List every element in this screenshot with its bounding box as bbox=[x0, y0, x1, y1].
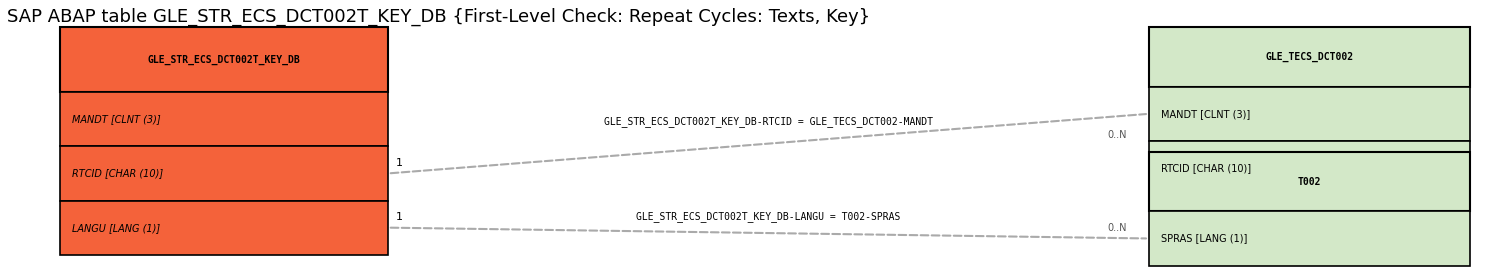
Text: 0..N: 0..N bbox=[1107, 223, 1126, 233]
Text: LANGU [LANG (1)]: LANGU [LANG (1)] bbox=[72, 223, 160, 233]
Text: 0..N: 0..N bbox=[1107, 131, 1126, 140]
Text: SAP ABAP table GLE_STR_ECS_DCT002T_KEY_DB {First-Level Check: Repeat Cycles: Tex: SAP ABAP table GLE_STR_ECS_DCT002T_KEY_D… bbox=[7, 8, 871, 26]
Text: GLE_STR_ECS_DCT002T_KEY_DB-LANGU = T002-SPRAS: GLE_STR_ECS_DCT002T_KEY_DB-LANGU = T002-… bbox=[636, 211, 901, 222]
Text: GLE_TECS_DCT002: GLE_TECS_DCT002 bbox=[1265, 52, 1353, 62]
Text: MANDT [CLNT (3)]: MANDT [CLNT (3)] bbox=[72, 114, 160, 124]
Bar bbox=[60, 201, 388, 255]
Text: GLE_STR_ECS_DCT002T_KEY_DB-RTCID = GLE_TECS_DCT002-MANDT: GLE_STR_ECS_DCT002T_KEY_DB-RTCID = GLE_T… bbox=[604, 117, 932, 127]
Bar bbox=[1149, 211, 1470, 266]
Text: 1: 1 bbox=[395, 212, 403, 222]
Bar bbox=[1149, 27, 1470, 87]
Text: MANDT [CLNT (3)]: MANDT [CLNT (3)] bbox=[1161, 109, 1250, 119]
Text: 1: 1 bbox=[395, 158, 403, 167]
Text: GLE_STR_ECS_DCT002T_KEY_DB: GLE_STR_ECS_DCT002T_KEY_DB bbox=[148, 54, 300, 65]
Bar bbox=[1149, 87, 1470, 141]
Text: RTCID [CHAR (10)]: RTCID [CHAR (10)] bbox=[72, 169, 163, 178]
Bar bbox=[60, 146, 388, 201]
Text: T002: T002 bbox=[1298, 177, 1320, 186]
Text: RTCID [CHAR (10)]: RTCID [CHAR (10)] bbox=[1161, 163, 1250, 173]
Bar bbox=[1149, 152, 1470, 211]
Bar bbox=[1149, 141, 1470, 195]
Text: SPRAS [LANG (1)]: SPRAS [LANG (1)] bbox=[1161, 234, 1247, 243]
Bar bbox=[60, 27, 388, 92]
Bar bbox=[60, 92, 388, 146]
